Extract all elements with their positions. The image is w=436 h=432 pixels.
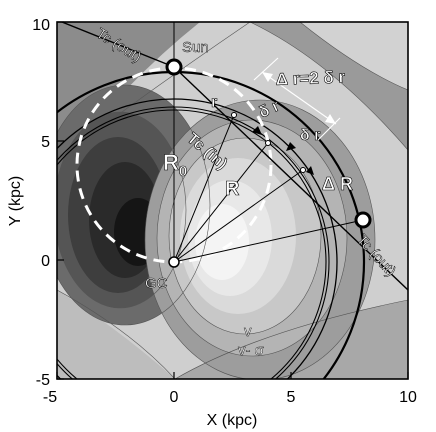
y-axis-label: Y (kpc): [7, 176, 24, 226]
radius-tangent-out-line: [173, 219, 364, 263]
label-Delta-r: Δ r=2 δ r: [275, 68, 345, 89]
ytick-label: 0: [41, 253, 50, 270]
arrow-dr2: [286, 142, 296, 151]
point-deltaR: [300, 167, 306, 173]
arrowhead-2: [325, 114, 336, 124]
xtick-label: -5: [43, 389, 57, 406]
radius-R-line: [173, 142, 269, 263]
tangent-out-marker: [354, 211, 372, 229]
point-r: [231, 112, 237, 118]
ytick-label: -5: [36, 372, 50, 389]
gc-marker: [168, 256, 180, 268]
label-sun: Sun: [182, 39, 209, 56]
label-v: v: [244, 323, 252, 340]
x-axis-label: X (kpc): [207, 412, 258, 429]
xtick-label: 0: [170, 389, 179, 406]
plot-frame: [56, 21, 409, 380]
label-Delta-R: Δ R: [322, 174, 353, 194]
ytick-label: 5: [41, 134, 50, 151]
label-r: r: [211, 94, 217, 111]
xtick-label: 5: [287, 389, 296, 406]
arrowhead-1: [262, 72, 273, 82]
tick-1: [253, 57, 279, 81]
delta-r-arrow: [261, 71, 337, 125]
point-R: [265, 140, 271, 146]
label-delta-r-2: δ r: [300, 127, 320, 144]
label-R0: R0: [163, 150, 187, 180]
contour-field: R0 R r δ r δ r Δ r=2 δ r Δ R Tc (in) Tc …: [57, 22, 408, 379]
radius-deltaR-line: [173, 169, 304, 263]
label-R: R: [225, 178, 240, 200]
ticks: [56, 21, 409, 380]
arrow-DR: [306, 166, 314, 175]
line-of-sight-back: [60, 22, 175, 68]
arrow-dr1: [252, 126, 262, 135]
ytick-label: 10: [32, 17, 50, 34]
sun-marker: [165, 58, 183, 76]
label-v-minus-sigma: v- σ: [238, 342, 265, 359]
tick-2: [317, 117, 341, 141]
xtick-label: 10: [399, 389, 417, 406]
label-gc: GC: [145, 275, 168, 292]
radius-r-line: [173, 114, 235, 263]
